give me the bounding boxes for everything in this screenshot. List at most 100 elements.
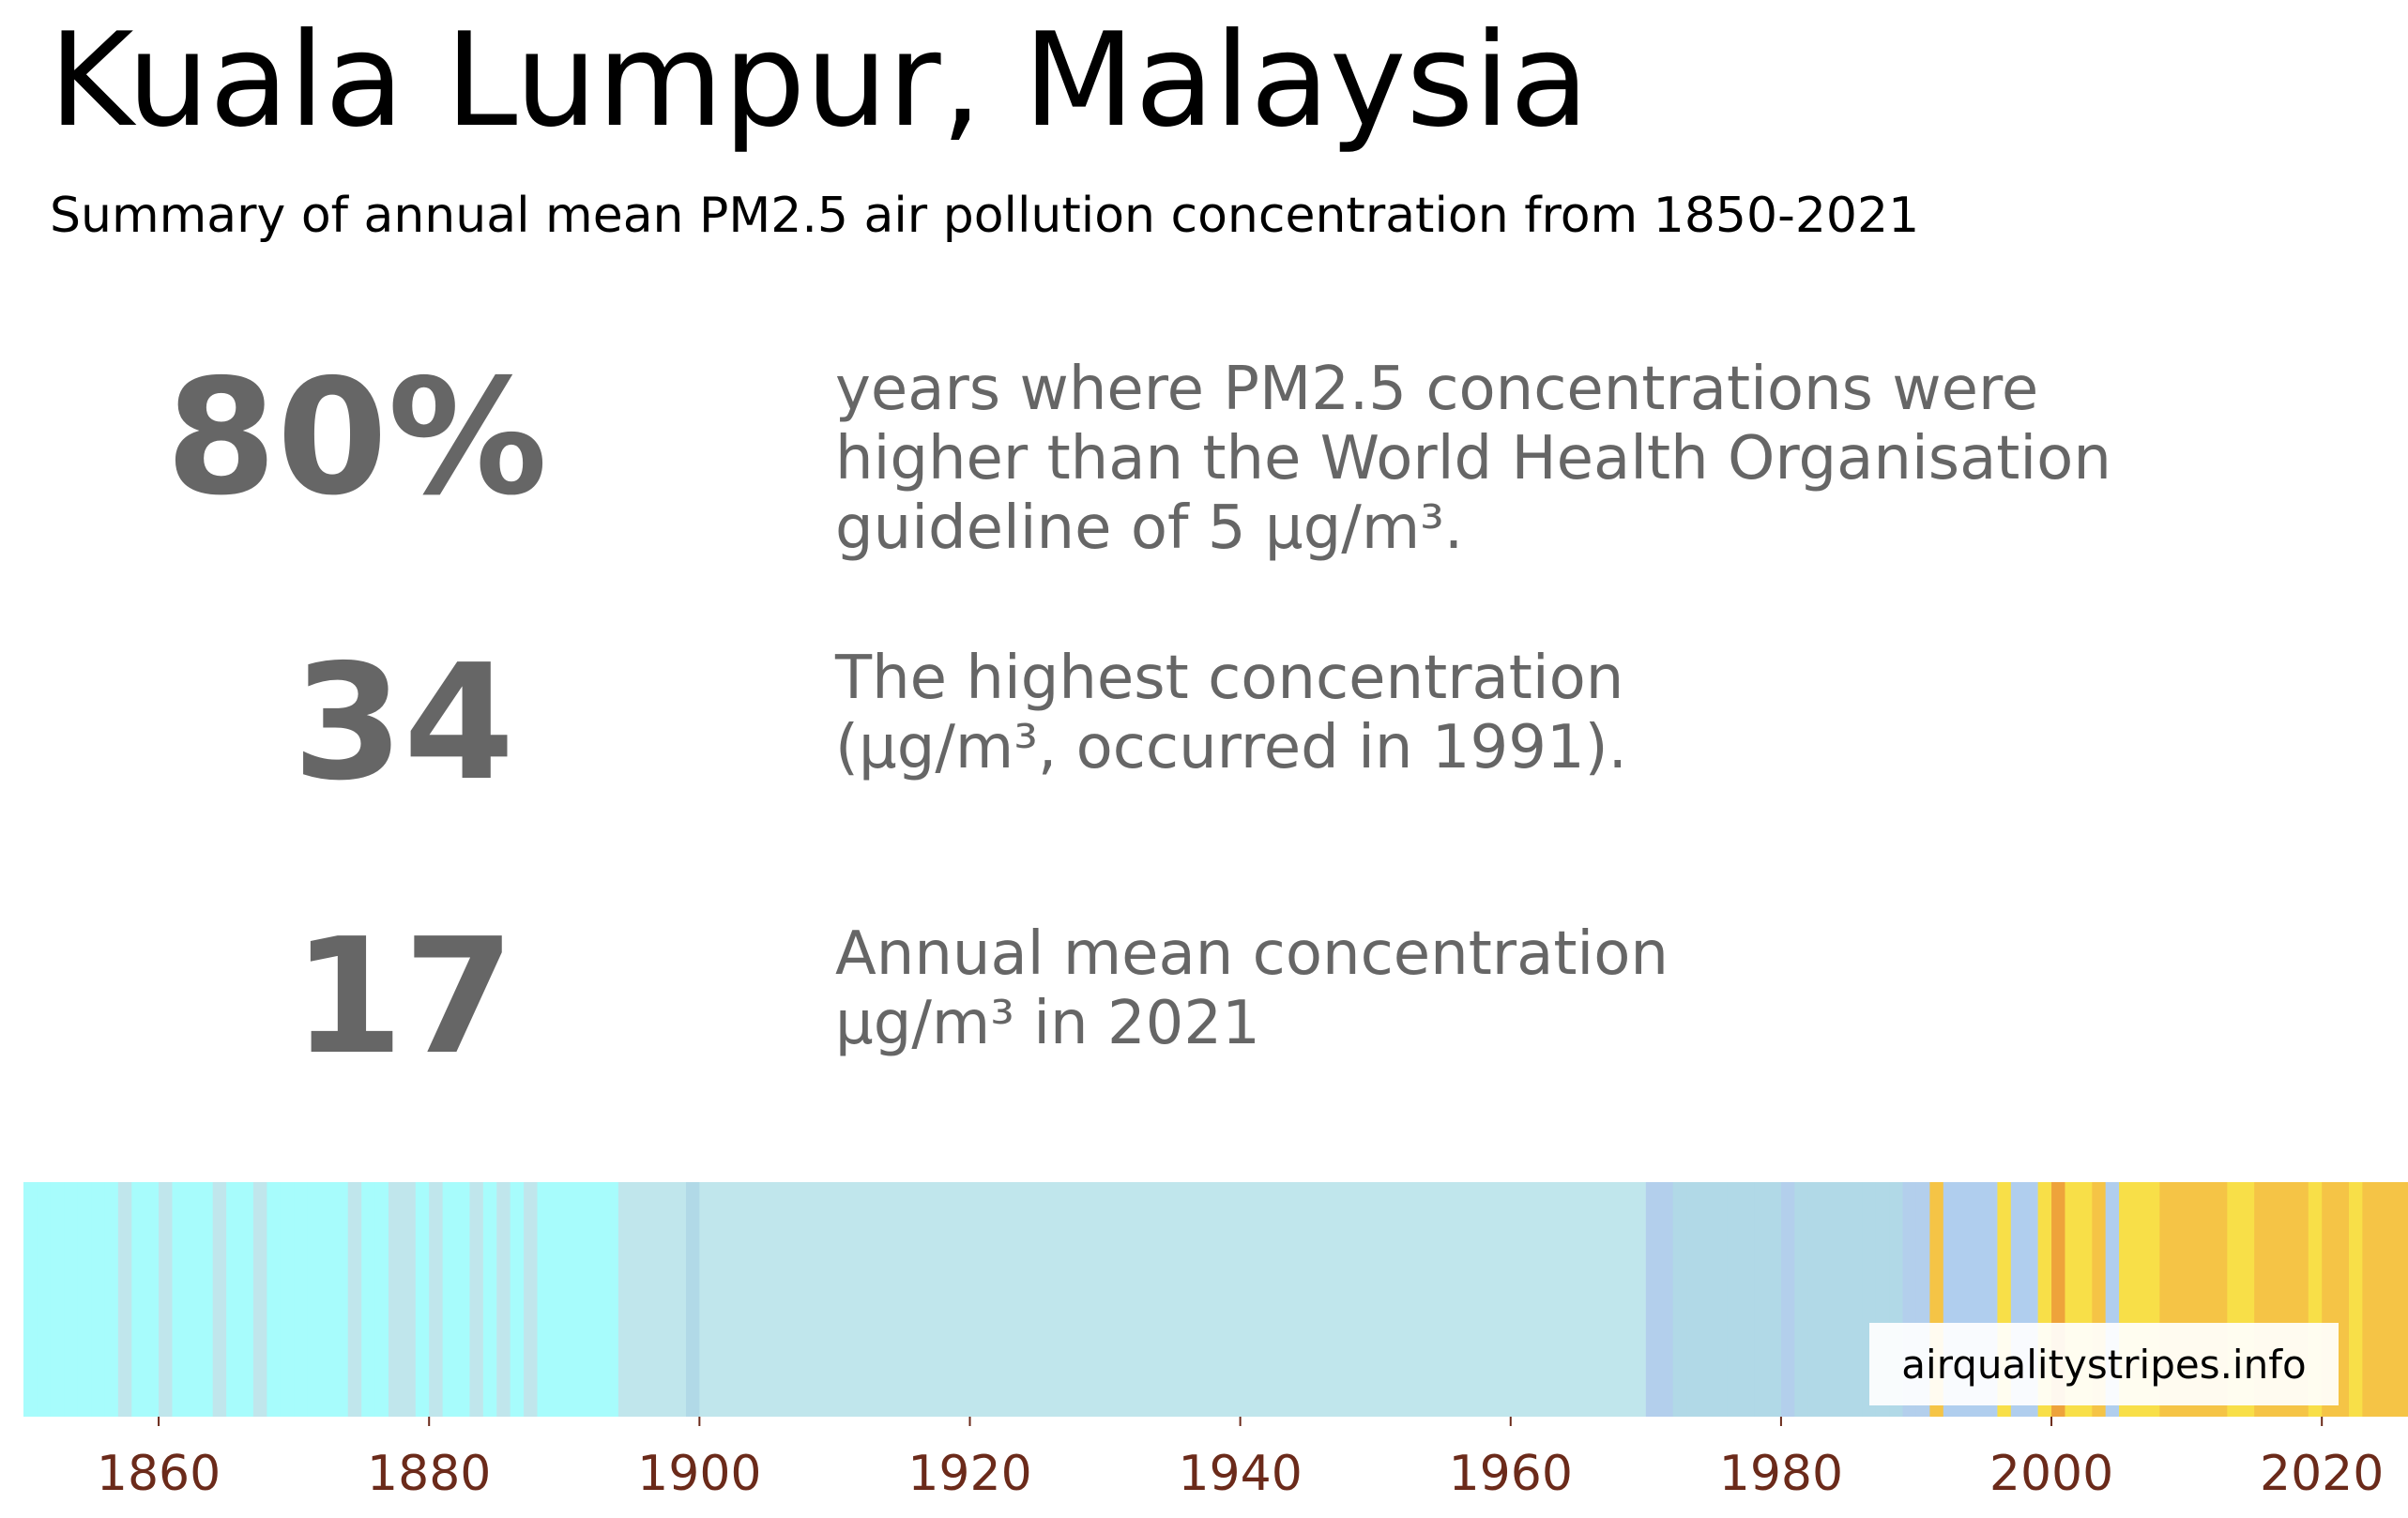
stat-description-line: years where PM2.5 concentrations were	[835, 355, 2039, 424]
stripe-1878	[402, 1182, 417, 1417]
stripe-1919	[956, 1182, 971, 1417]
stripe-1855	[91, 1182, 106, 1417]
stripe-1943	[1280, 1182, 1295, 1417]
stripe-1982	[1807, 1182, 1822, 1417]
stripe-1963	[1550, 1182, 1565, 1417]
stripe-1959	[1497, 1182, 1512, 1417]
stripe-1861	[172, 1182, 187, 1417]
stripe-1917	[929, 1182, 944, 1417]
stripe-1892	[591, 1182, 606, 1417]
stripe-1859	[145, 1182, 160, 1417]
stripe-1862	[185, 1182, 200, 1417]
stripe-1905	[767, 1182, 782, 1417]
stat-latest-annual-mean-value: 17	[292, 904, 515, 1090]
stripe-1980	[1780, 1182, 1795, 1417]
stripe-1891	[577, 1182, 592, 1417]
stripe-1884	[482, 1182, 497, 1417]
stripe-1858	[131, 1182, 146, 1417]
stripe-1940	[1240, 1182, 1255, 1417]
stripe-1899	[685, 1182, 700, 1417]
stat-highest-concentration-value: 34	[292, 630, 515, 816]
stripe-1913	[875, 1182, 890, 1417]
stripe-1929	[1091, 1182, 1106, 1417]
stripe-1925	[1037, 1182, 1052, 1417]
stripe-1938	[1212, 1182, 1227, 1417]
stat-years-above-guideline-value: 80%	[165, 345, 548, 531]
stripe-2023	[2362, 1182, 2377, 1417]
stripe-1949	[1362, 1182, 1377, 1417]
stripe-1863	[199, 1182, 214, 1417]
stripe-1898	[672, 1182, 687, 1417]
stripe-1944	[1294, 1182, 1309, 1417]
stripe-1948	[1348, 1182, 1363, 1417]
stripe-1851	[37, 1182, 52, 1417]
stripe-1856	[104, 1182, 119, 1417]
stripe-1942	[1267, 1182, 1282, 1417]
page-subtitle: Summary of annual mean PM2.5 air polluti…	[50, 188, 1920, 244]
stripe-1962	[1537, 1182, 1552, 1417]
stripe-1890	[564, 1182, 579, 1417]
stripe-1953	[1415, 1182, 1430, 1417]
stripe-1984	[1835, 1182, 1850, 1417]
stripe-1955	[1442, 1182, 1457, 1417]
stripe-1915	[902, 1182, 917, 1417]
stripe-1871	[307, 1182, 322, 1417]
stripe-2021	[2335, 1182, 2350, 1417]
stripe-1941	[1254, 1182, 1269, 1417]
stripe-1886	[510, 1182, 525, 1417]
stat-description-line: Annual mean concentration	[835, 919, 1669, 989]
stripe-1877	[388, 1182, 403, 1417]
stripe-1932	[1132, 1182, 1147, 1417]
stripe-1916	[915, 1182, 930, 1417]
stripe-1973	[1686, 1182, 1701, 1417]
stripe-1895	[632, 1182, 647, 1417]
stripe-1930	[1105, 1182, 1120, 1417]
credit-label: airqualitystripes.info	[1869, 1323, 2339, 1405]
stripe-1889	[550, 1182, 565, 1417]
stat-years-above-guideline-description: years where PM2.5 concentrations were hi…	[835, 355, 2111, 563]
stripe-1853	[64, 1182, 79, 1417]
stripe-1957	[1470, 1182, 1485, 1417]
stripe-1914	[889, 1182, 904, 1417]
stripe-1968	[1619, 1182, 1634, 1417]
stripe-1966	[1592, 1182, 1607, 1417]
stripe-1867	[252, 1182, 267, 1417]
stripe-1961	[1524, 1182, 1539, 1417]
stripe-1888	[537, 1182, 552, 1417]
stripe-1975	[1713, 1182, 1728, 1417]
stat-highest-concentration-description: The highest concentration (μg/m³, occurr…	[835, 644, 1627, 782]
stripe-1935	[1172, 1182, 1187, 1417]
stripe-1977	[1740, 1182, 1755, 1417]
stripe-1951	[1389, 1182, 1404, 1417]
stripe-1924	[1024, 1182, 1039, 1417]
stripe-1920	[969, 1182, 984, 1417]
stripe-1923	[1010, 1182, 1025, 1417]
stripe-1910	[834, 1182, 849, 1417]
x-tick-label: 1880	[367, 1446, 491, 1502]
x-tick-label: 1980	[1719, 1446, 1843, 1502]
stripe-1906	[780, 1182, 795, 1417]
stripe-1954	[1429, 1182, 1444, 1417]
stripe-1901	[712, 1182, 727, 1417]
stripe-1903	[739, 1182, 754, 1417]
stripe-1880	[429, 1182, 444, 1417]
stripe-1928	[1077, 1182, 1092, 1417]
x-axis: 1860 1880 1900 1920 1940 1960 1980 2000 2020	[97, 1417, 2384, 1502]
stripe-1875	[361, 1182, 376, 1417]
stripe-1950	[1375, 1182, 1390, 1417]
stripe-1981	[1794, 1182, 1809, 1417]
x-tick-label: 1860	[97, 1446, 221, 1502]
stripe-1860	[159, 1182, 174, 1417]
stripe-1985	[1848, 1182, 1863, 1417]
stat-description-line: The highest concentration	[835, 644, 1624, 713]
stripe-1937	[1199, 1182, 1214, 1417]
stripe-1926	[1050, 1182, 1065, 1417]
stripe-1911	[847, 1182, 862, 1417]
stripe-1885	[496, 1182, 511, 1417]
stripe-1864	[212, 1182, 227, 1417]
stripe-1952	[1402, 1182, 1417, 1417]
stripe-1978	[1754, 1182, 1769, 1417]
stripe-1974	[1699, 1182, 1715, 1417]
stripe-1894	[617, 1182, 632, 1417]
x-tick-label: 1920	[907, 1446, 1031, 1502]
